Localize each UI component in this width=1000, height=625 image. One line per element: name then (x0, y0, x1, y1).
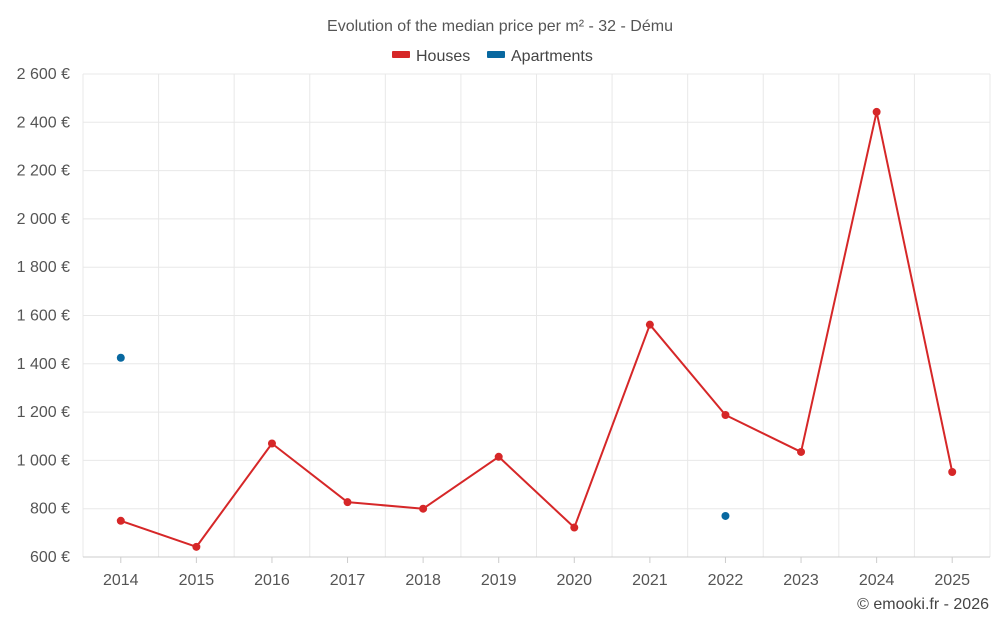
data-point-apartments[interactable] (116, 353, 125, 362)
data-point-houses[interactable] (797, 447, 806, 456)
legend-houses-swatch[interactable] (392, 51, 410, 58)
legend-apartments-swatch[interactable] (487, 51, 505, 58)
data-point-houses[interactable] (948, 467, 957, 476)
y-tick-label: 1 200 € (17, 404, 70, 421)
x-tick-label: 2020 (556, 572, 592, 589)
series-apartments (116, 353, 730, 520)
y-tick-label: 2 200 € (17, 163, 70, 180)
data-point-houses[interactable] (494, 452, 503, 461)
legend-houses-label[interactable]: Houses (416, 48, 470, 65)
data-point-houses[interactable] (419, 504, 428, 513)
data-point-houses[interactable] (721, 410, 730, 419)
x-tick-label: 2016 (254, 572, 290, 589)
grid-layer (82, 73, 991, 558)
series-houses (116, 107, 957, 551)
data-point-houses[interactable] (570, 523, 579, 532)
series-line-houses (120, 110, 954, 548)
data-point-houses[interactable] (267, 439, 276, 448)
y-tick-label: 1 000 € (17, 452, 70, 469)
x-tick-label: 2022 (708, 572, 744, 589)
x-tick-label: 2024 (859, 572, 895, 589)
x-axis-labels: 2014 2015 2016 2017 2018 2019 2020 2021 2022 2023… (103, 557, 970, 589)
data-point-houses[interactable] (116, 516, 125, 525)
chart-title: Evolution of the median price per m² - 3… (327, 18, 673, 35)
series-layer (116, 107, 957, 551)
y-tick-label: 2 000 € (17, 211, 70, 228)
data-point-houses[interactable] (343, 498, 352, 507)
x-tick-label: 2021 (632, 572, 668, 589)
y-tick-label: 600 € (30, 549, 70, 566)
y-tick-label: 800 € (30, 501, 70, 518)
x-tick-label: 2023 (783, 572, 819, 589)
data-point-apartments[interactable] (721, 511, 730, 520)
y-tick-label: 1 800 € (17, 259, 70, 276)
y-tick-label: 1 600 € (17, 308, 70, 325)
data-point-houses[interactable] (872, 107, 881, 116)
x-tick-label: 2015 (179, 572, 215, 589)
x-tick-label: 2017 (330, 572, 366, 589)
x-tick-label: 2019 (481, 572, 517, 589)
x-tick-label: 2014 (103, 572, 139, 589)
data-point-houses[interactable] (645, 320, 654, 329)
x-tick-label: 2018 (405, 572, 441, 589)
x-tick-label: 2025 (934, 572, 970, 589)
y-tick-label: 1 400 € (17, 356, 70, 373)
y-tick-label: 2 400 € (17, 114, 70, 131)
y-tick-label: 2 600 € (17, 66, 70, 83)
copyright-text: © emooki.fr - 2026 (857, 596, 989, 613)
legend: Houses Apartments (392, 48, 593, 65)
data-point-houses[interactable] (192, 542, 201, 551)
legend-apartments-label[interactable]: Apartments (511, 48, 593, 65)
y-axis-labels: 600 € 800 € 1 000 € 1 200 € 1 400 € 1 600 € 1 … (17, 66, 70, 566)
